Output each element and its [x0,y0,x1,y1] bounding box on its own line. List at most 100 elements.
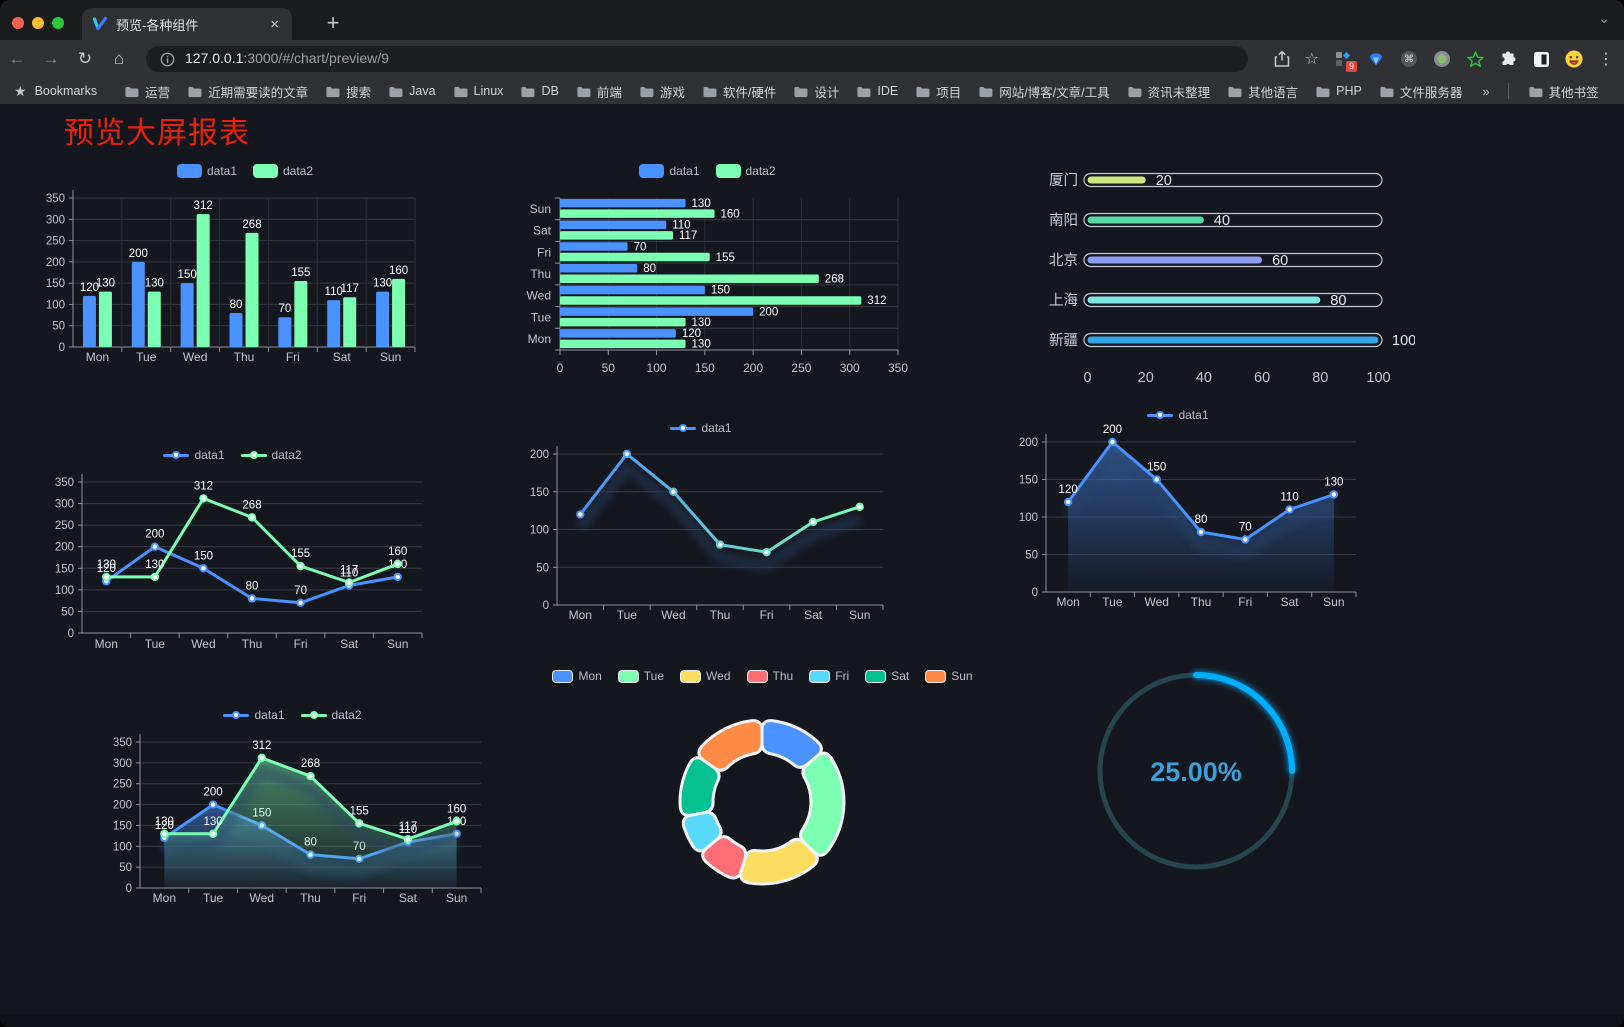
other-bookmarks-folder[interactable]: 其他书签 [1519,79,1607,104]
bookmark-folder[interactable]: 其他语言 [1218,79,1306,104]
legend-swatch [715,164,741,178]
donut-chart-svg [678,719,846,886]
extension-dark-reader-icon[interactable] [1532,50,1550,68]
chart-legend: data1 [988,408,1368,422]
browser-tab[interactable]: 预览-各种组件 × [82,8,292,40]
tab-close-icon[interactable]: × [270,15,279,33]
minimize-window-button[interactable] [32,17,44,29]
svg-text:Sun: Sun [530,202,551,216]
forward-icon[interactable]: → [42,49,60,68]
bookmark-folder[interactable]: 前端 [567,79,630,104]
gauge-chart-svg: 25.00% [1097,672,1295,870]
svg-text:Thu: Thu [234,350,255,364]
bookmark-folder[interactable]: 网站/博客/文章/工具 [969,79,1117,104]
legend-item[interactable]: data1 [223,708,285,722]
legend-label: Fri [835,669,850,683]
legend-item[interactable]: data1 [1147,408,1209,422]
bookmarks-root-label[interactable]: Bookmarks [34,84,98,98]
bookmark-folder[interactable]: 项目 [906,79,969,104]
svg-text:150: 150 [194,550,213,562]
legend-item[interactable]: Mon [552,669,602,683]
svg-text:Tue: Tue [136,350,157,364]
bookmark-folder[interactable]: 资讯未整理 [1118,79,1219,104]
svg-text:40: 40 [1214,213,1230,229]
bookmark-star-icon[interactable]: ☆ [1304,51,1319,68]
legend-swatch [670,424,697,432]
legend-label: data1 [1178,408,1209,422]
legend-item[interactable]: data2 [240,448,302,462]
legend-item[interactable]: Sun [925,669,973,683]
bookmarks-bar: ★ Bookmarks 运营 近期需要读的文章 搜索 Java Linux DB 前端 游戏 软… [0,78,1624,104]
extension-green-dot-icon[interactable] [1433,50,1451,68]
bookmark-folder[interactable]: PHP [1306,81,1370,101]
svg-text:Mon: Mon [1056,595,1079,609]
bookmark-folder[interactable]: 搜索 [316,79,379,104]
svg-text:130: 130 [1324,477,1343,489]
bookmark-folder[interactable]: 软件/硬件 [693,79,784,104]
svg-text:130: 130 [692,198,711,210]
bookmark-folder[interactable]: 文件服务器 [1370,79,1471,104]
close-window-button[interactable] [12,17,24,29]
tab-search-chevron-icon[interactable]: ⌄ [1598,10,1610,26]
svg-text:350: 350 [46,193,65,205]
extensions-puzzle-icon[interactable] [1499,50,1517,68]
svg-text:200: 200 [1103,424,1122,436]
bookmark-folder[interactable]: Linux [444,81,512,101]
legend-item[interactable]: Fri [809,669,849,683]
other-bookmarks-label: 其他书签 [1548,85,1599,100]
site-info-icon[interactable] [160,52,175,67]
legend-item[interactable]: data2 [253,164,313,178]
svg-text:100: 100 [530,525,549,537]
bookmarks-divider [1507,83,1509,99]
svg-text:Tue: Tue [531,310,552,324]
svg-text:Mon: Mon [528,332,551,346]
new-tab-button[interactable]: + [326,10,340,35]
bookmark-folder[interactable]: 设计 [784,79,847,104]
svg-text:Wed: Wed [527,289,551,303]
bookmark-folder[interactable]: Java [379,81,443,101]
legend-item[interactable]: Wed [680,669,731,683]
legend-item[interactable]: Tue [617,669,665,683]
legend-item[interactable]: data1 [163,448,225,462]
extension-command-icon[interactable]: ⌘ [1400,50,1418,68]
legend-item[interactable]: data1 [670,421,732,435]
svg-text:80: 80 [246,580,259,592]
bookmark-folder[interactable]: 运营 [115,79,178,104]
extension-vue-devtools-icon[interactable] [1367,50,1385,68]
legend-item[interactable]: data1 [639,164,700,178]
svg-text:120: 120 [155,820,174,832]
share-icon[interactable] [1274,50,1290,68]
svg-text:200: 200 [46,257,65,269]
bookmark-folder[interactable]: 游戏 [630,79,693,104]
bookmarks-star-icon[interactable]: ★ [14,82,27,99]
bookmark-folder[interactable]: DB [511,81,566,101]
folder-icon [1127,86,1142,97]
legend-label: data1 [701,421,732,435]
bookmarks-overflow-chevron[interactable]: » [1482,83,1490,99]
svg-text:Fri: Fri [294,637,308,651]
profile-avatar[interactable] [1565,50,1583,68]
address-bar[interactable]: 127.0.0.1:3000/#/chart/preview/9 [146,46,1248,72]
svg-text:200: 200 [743,361,763,373]
extension-grid-icon[interactable]: 9 [1334,50,1357,72]
svg-text:50: 50 [61,606,74,618]
legend-item[interactable]: data2 [300,708,362,722]
legend-item[interactable]: Sat [865,669,909,683]
legend-item[interactable]: data2 [715,164,776,178]
fullscreen-window-button[interactable] [52,17,64,29]
legend-label: Thu [772,669,794,683]
bookmark-folder[interactable]: IDE [847,81,906,101]
svg-text:Tue: Tue [617,608,638,622]
legend-item[interactable]: Thu [746,669,794,683]
svg-text:0: 0 [1083,370,1091,386]
back-icon[interactable]: ← [8,49,26,68]
extension-green-star-icon[interactable] [1466,50,1484,68]
legend-label: Tue [643,669,665,683]
reload-icon[interactable]: ↻ [77,49,93,68]
bookmark-folder-label: PHP [1336,84,1362,98]
browser-menu-icon[interactable]: ⋮ [1598,51,1614,68]
svg-text:100: 100 [647,361,667,373]
legend-item[interactable]: data1 [176,164,237,178]
home-icon[interactable]: ⌂ [113,49,125,68]
bookmark-folder[interactable]: 近期需要读的文章 [178,79,316,104]
